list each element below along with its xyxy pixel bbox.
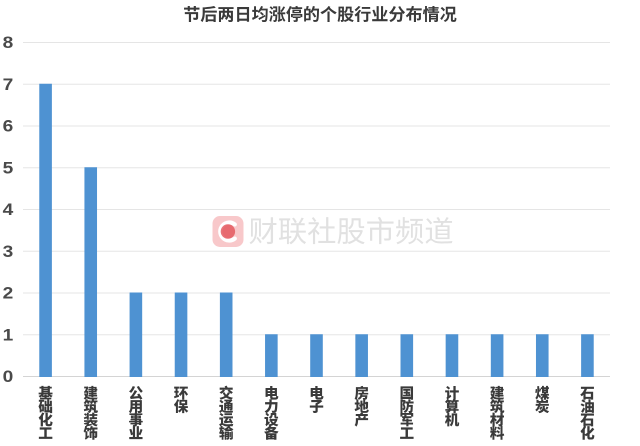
svg-text:1: 1 [3, 325, 14, 343]
svg-text:3: 3 [3, 242, 14, 260]
svg-text:5: 5 [3, 158, 14, 176]
svg-text:6: 6 [3, 117, 14, 135]
svg-text:7: 7 [3, 75, 14, 93]
svg-text:2: 2 [3, 284, 14, 302]
svg-text:4: 4 [3, 200, 14, 218]
svg-text:0: 0 [3, 367, 14, 385]
svg-text:8: 8 [3, 33, 14, 51]
